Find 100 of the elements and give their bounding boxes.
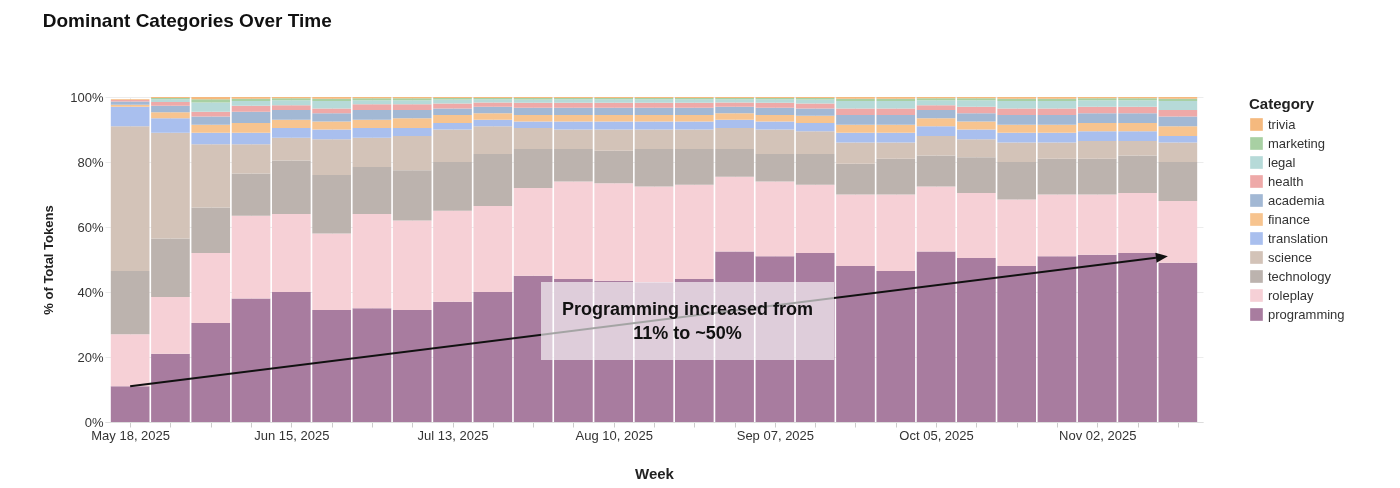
y-tick-label: 20% <box>77 349 104 365</box>
bar <box>755 181 795 257</box>
bar <box>231 215 271 299</box>
bar <box>110 386 150 422</box>
bar <box>916 155 956 187</box>
bar <box>231 298 271 422</box>
bar <box>634 149 674 187</box>
bar <box>634 129 674 149</box>
bar <box>151 101 190 106</box>
bar <box>191 116 231 125</box>
bar <box>151 112 190 119</box>
bar <box>795 123 835 132</box>
bar <box>1037 256 1077 422</box>
bar <box>231 100 271 106</box>
bar <box>1037 100 1077 109</box>
bar <box>1158 201 1198 263</box>
bar <box>755 129 795 154</box>
bar <box>1158 100 1198 110</box>
bar <box>1158 142 1198 162</box>
bar <box>352 214 392 309</box>
legend-title: Category <box>1249 95 1315 112</box>
bar <box>231 111 271 123</box>
bar <box>110 270 150 335</box>
x-tick-label: May 18, 2025 <box>91 427 171 443</box>
bar <box>513 127 553 149</box>
bar <box>1037 114 1077 125</box>
bar <box>352 166 392 214</box>
x-axis-title: Week <box>635 464 675 482</box>
y-tick-label: 0% <box>84 414 104 430</box>
chart-title: Dominant Categories Over Time <box>42 10 332 31</box>
bar <box>191 102 231 112</box>
bar <box>1037 108 1077 115</box>
bar <box>916 105 956 110</box>
bar <box>352 110 392 120</box>
bar <box>1158 136 1198 143</box>
bar <box>191 111 231 117</box>
bar <box>352 100 392 105</box>
bar <box>755 102 795 108</box>
legend-label: roleplay <box>1268 287 1315 303</box>
bar <box>755 121 795 130</box>
x-tick-label: Jun 15, 2025 <box>254 427 330 443</box>
bar <box>1158 126 1198 136</box>
legend-label: finance <box>1268 211 1310 227</box>
bar <box>352 137 392 167</box>
bar <box>795 115 835 123</box>
bar <box>151 118 190 133</box>
legend-label: health <box>1268 173 1304 189</box>
bar <box>231 173 271 216</box>
y-axis-title: % of Total Tokens <box>41 205 57 315</box>
bar <box>1158 162 1198 201</box>
bar <box>231 132 271 145</box>
bar <box>513 149 553 188</box>
bar <box>1037 124 1077 133</box>
bar <box>634 114 674 122</box>
bar <box>634 107 674 115</box>
bar <box>151 105 190 113</box>
legend-label: trivia <box>1268 116 1297 132</box>
bar <box>513 188 553 276</box>
bar <box>231 144 271 174</box>
bar <box>916 186 956 252</box>
bar <box>634 186 674 283</box>
legend-label: programming <box>1268 306 1345 322</box>
y-tick-label: 60% <box>77 219 104 235</box>
legend-label: academia <box>1268 192 1326 208</box>
bar <box>634 121 674 130</box>
bar <box>916 251 956 422</box>
legend-label: translation <box>1268 230 1328 246</box>
bar <box>352 127 392 138</box>
bar <box>231 105 271 112</box>
x-tick-label: Aug 10, 2025 <box>575 427 653 443</box>
bar <box>1037 158 1077 195</box>
bar <box>755 153 795 182</box>
y-tick-label: 40% <box>77 284 104 300</box>
bar <box>231 123 271 133</box>
bar <box>191 132 231 145</box>
x-tick-label: Nov 02, 2025 <box>1059 427 1137 443</box>
bar <box>352 104 392 110</box>
bar <box>1037 142 1077 159</box>
y-tick-label: 80% <box>77 154 104 170</box>
bar <box>513 107 553 115</box>
bar <box>352 308 392 422</box>
bar <box>513 275 553 422</box>
bar <box>1037 132 1077 143</box>
legend-label: technology <box>1268 268 1332 284</box>
bar <box>916 126 956 136</box>
bar <box>916 100 956 106</box>
bar <box>110 334 150 387</box>
x-tick-label: Oct 05, 2025 <box>899 427 974 443</box>
legend-label: science <box>1268 249 1313 265</box>
bar <box>1158 116 1198 127</box>
bar <box>755 107 795 115</box>
bar <box>110 106 150 127</box>
annotation: Programming increased from 11% to ~50% <box>541 282 834 360</box>
bar <box>191 124 231 133</box>
x-tick-label: Sep 07, 2025 <box>736 427 815 443</box>
legend-label: marketing <box>1268 135 1326 151</box>
bar <box>1158 110 1198 117</box>
bar <box>1037 194 1077 257</box>
bar <box>513 114 553 122</box>
legend-label: legal <box>1268 154 1296 170</box>
